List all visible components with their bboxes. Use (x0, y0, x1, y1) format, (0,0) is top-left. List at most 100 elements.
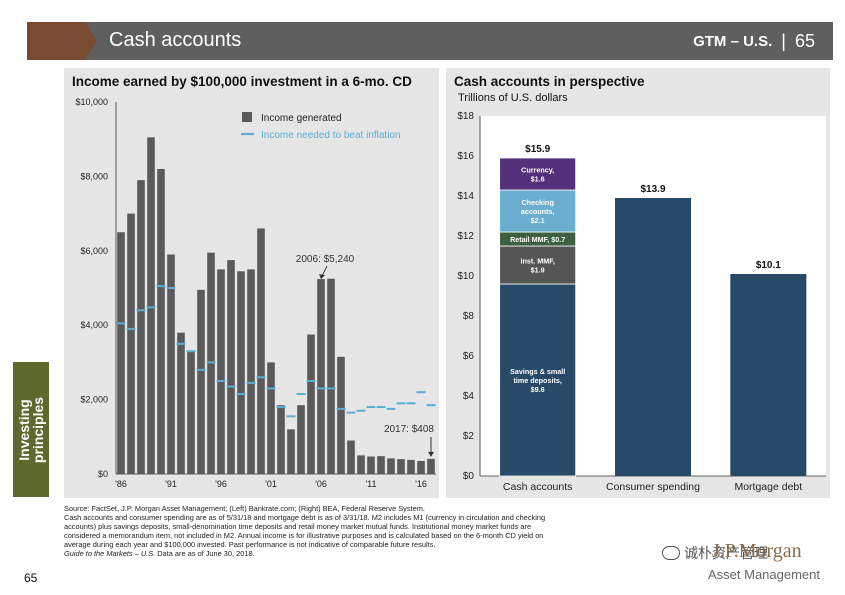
x-tick-label: '01 (265, 479, 277, 489)
income-bar (387, 458, 395, 474)
stack-segment (499, 245, 577, 285)
wechat-icon (662, 546, 680, 560)
y-tick-label: $2 (463, 431, 475, 442)
footnote: Source: FactSet, J.P. Morgan Asset Manag… (64, 504, 684, 558)
x-tick-label: '16 (415, 479, 427, 489)
income-bar (317, 279, 325, 474)
y-tick-label: $8 (463, 311, 475, 322)
left-chart-title: Income earned by $100,000 investment in … (72, 74, 412, 89)
income-bar (327, 278, 335, 474)
logo-subtitle: Asset Management (708, 567, 821, 582)
y-tick-label: $18 (457, 111, 474, 122)
header-accent (27, 22, 85, 60)
x-tick-label: '86 (115, 479, 127, 489)
y-tick-label: $6 (463, 351, 475, 362)
stack-segment-label: $1.6 (531, 175, 545, 184)
right-chart-title: Cash accounts in perspective (454, 74, 645, 89)
y-tick-label: $0 (98, 469, 108, 479)
income-bar (237, 271, 245, 474)
stack-segment-label: Currency, (521, 166, 554, 175)
footnote-line: Guide to the Markets – U.S. Data are as … (64, 549, 684, 558)
x-tick-label: '06 (315, 479, 327, 489)
right-chart-svg: $0 $2 $4 $6 $8 $10 $12 $14 $16 $18 Cash accounts Co… (457, 111, 826, 493)
income-bar (297, 405, 305, 474)
stack-segment-label: $1.9 (531, 266, 545, 275)
value-bar-label: $10.1 (756, 260, 781, 271)
income-bar (417, 460, 425, 474)
income-bar (147, 137, 155, 474)
header-right: GTM – U.S. | 65 (693, 31, 815, 52)
logo: J.P.Morgan (712, 540, 802, 562)
y-tick-label: $4 (463, 391, 475, 402)
income-bar (307, 334, 315, 474)
y-tick-label: $6,000 (80, 246, 108, 256)
legend-swatch-income (242, 112, 252, 122)
side-tab-label: Investing principles (16, 396, 46, 464)
stack-segment (499, 283, 577, 477)
x-category-label: Consumer spending (606, 481, 700, 493)
x-tick-label: '91 (165, 479, 177, 489)
header-separator: | (781, 31, 786, 51)
y-tick-label: $10,000 (75, 97, 108, 107)
income-bar (167, 254, 175, 474)
y-tick-label: $12 (457, 231, 474, 242)
stack-segment-label: Retail MMF, $0.7 (510, 235, 565, 244)
x-category-label: Cash accounts (503, 481, 572, 493)
footnote-line: accounts) plus savings deposits, small-d… (64, 522, 532, 531)
stack-segment-label: Checking (521, 198, 553, 207)
footnote-line: Cash accounts and consumer spending are … (64, 513, 546, 522)
footnote-date: Data are as of June 30, 2018. (155, 549, 255, 558)
watermark: 诚朴资产管理 (662, 543, 768, 563)
income-bar (337, 356, 345, 474)
x-category-label: Mortgage debt (734, 481, 802, 493)
income-bar (127, 213, 135, 474)
page-title: Cash accounts (109, 29, 242, 51)
income-bar (247, 269, 255, 474)
stack-total-label: $15.9 (525, 144, 550, 155)
annotation-2006: 2006: $5,240 (296, 254, 355, 265)
income-bar (177, 332, 185, 474)
side-tab (13, 362, 49, 497)
value-bar (730, 274, 807, 476)
annotation-2006-arrow (321, 265, 328, 277)
income-bar (427, 458, 435, 474)
header-bar (85, 22, 833, 60)
income-bar (227, 260, 235, 474)
legend-label-income: Income generated (261, 113, 342, 124)
income-bar (347, 440, 355, 474)
side-tab-line2: principles (30, 396, 46, 464)
right-chart-subtitle: Trillions of U.S. dollars (458, 92, 568, 104)
y-tick-label: $14 (457, 191, 474, 202)
income-bar (367, 456, 375, 474)
x-tick-label: '96 (215, 479, 227, 489)
stack-segment (499, 157, 577, 191)
income-bar (137, 180, 145, 474)
header-page-number: 65 (794, 31, 815, 51)
income-bar (267, 362, 275, 474)
stack-segment-label: $9.6 (531, 385, 545, 394)
y-tick-label: $16 (457, 151, 474, 162)
annotation-2017-arrowhead (428, 451, 434, 457)
page-number: 65 (24, 571, 38, 585)
income-bar (377, 456, 385, 474)
header-chevron (85, 22, 97, 60)
left-chart-panel: Income earned by $100,000 investment in … (64, 68, 439, 498)
income-bar (257, 228, 265, 474)
income-bar (397, 459, 405, 474)
income-bar (117, 232, 125, 474)
y-tick-label: $8,000 (80, 171, 108, 181)
footnote-line: Source: FactSet, J.P. Morgan Asset Manag… (64, 504, 425, 513)
footnote-line: considered a memorandum item, not includ… (64, 531, 544, 540)
stack-segment-label: time deposits, (514, 376, 562, 385)
stack-segment-label: Inst. MMF, (520, 257, 554, 266)
income-bar (277, 405, 285, 474)
x-tick-label: '11 (365, 479, 376, 489)
income-bar (187, 351, 195, 474)
income-bar (357, 455, 365, 474)
legend-label-inflation: Income needed to beat inflation (261, 130, 401, 141)
income-bar (217, 269, 225, 474)
stack-segment-label: $2.1 (531, 216, 545, 225)
left-chart-svg: $0 $2,000 $4,000 $6,000 $8,000 $10,000 '86 '91 '… (75, 97, 436, 489)
y-tick-label: $10 (457, 271, 474, 282)
watermark-text: 诚朴资产管理 (684, 545, 768, 561)
